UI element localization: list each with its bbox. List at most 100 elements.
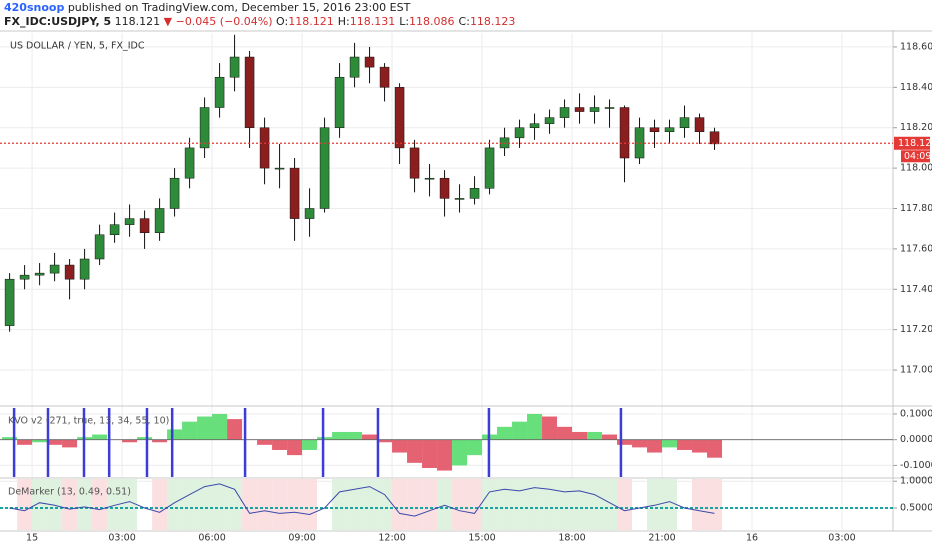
zone-shade [287,479,303,530]
candle-body [409,147,420,179]
candle-body [544,117,555,124]
y-tick-label: 118.200 [900,122,932,133]
histogram-bar [197,416,213,440]
symbol-line: FX_IDC:USDJPY, 5 118.121 ▼ −0.045 (−0.04… [4,15,519,29]
candle-body [289,167,300,219]
zone-shade [452,479,468,530]
ohlc-value: 118.121 [288,15,334,28]
candle-body [154,208,165,233]
histogram-bar [542,416,558,440]
x-tick-label: 21:00 [648,533,675,544]
y-tick-label: 0.5000 [900,503,932,514]
x-tick-label: 06:00 [198,533,225,544]
zone-shade [437,479,453,530]
histogram-bar [617,439,633,445]
zone-shade [242,479,258,530]
candle-body [394,87,405,149]
zone-shade [527,479,543,530]
histogram-bar [152,439,168,443]
histogram-bar [212,413,228,440]
histogram-bar [707,439,723,458]
last: 118.121 [114,15,161,28]
candle-body [709,131,720,145]
histogram-bar [122,439,138,443]
histogram-bar [377,439,393,443]
histogram-bar [302,439,318,450]
histogram-bar [512,421,528,440]
zone-shade [572,479,588,530]
zone-shade [617,479,633,530]
candle-body [139,218,150,233]
ohlc-value: 118.123 [469,15,516,28]
zone-shade [92,479,108,530]
candle-body [334,76,345,128]
histogram-bar [527,413,543,440]
candle-body [679,117,690,128]
zone-shade [467,479,483,530]
candle-body [484,147,495,189]
zone-shade [122,479,138,530]
candle-body [559,107,570,118]
candle-body [514,127,525,139]
histogram-bar [692,439,708,453]
y-tick-label: 117.200 [900,324,932,335]
zone-shade [182,479,198,530]
y-tick-label: -0.1000 [900,460,932,471]
x-tick-label: 12:00 [378,533,405,544]
candle-body [664,127,675,133]
histogram-bar [557,426,573,440]
y-tick-label: 0.1000 [900,408,932,419]
candle-body [49,264,60,274]
y-tick-label: 117.000 [900,365,932,376]
zone-shade [377,479,393,530]
zone-shade [62,479,78,530]
zone-shade [692,479,708,530]
candle-body [379,66,390,88]
change: ▼ −0.045 (−0.04%) [163,15,273,28]
zone-shade [647,479,663,530]
x-tick-label: 15 [26,533,38,544]
candle-body [619,107,630,159]
zone-shade [77,479,93,530]
histogram-bar [62,439,78,448]
histogram-bar [632,439,648,448]
ohlc-label: H: [337,15,350,28]
histogram-bar [167,429,183,440]
histogram-bar [182,421,198,440]
histogram-bar [602,434,618,440]
zone-shade [707,479,723,530]
candle-body [529,123,540,128]
last-price-label: 118.123 [898,138,932,149]
pane-title: US DOLLAR / YEN, 5, FX_IDC [10,41,145,52]
histogram-bar [92,434,108,440]
candle-body [604,107,615,109]
x-tick-label: 03:00 [108,533,135,544]
candle-body [184,147,195,179]
candle-body [94,234,105,260]
zone-shade [152,479,168,530]
zone-shade [302,479,318,530]
zone-shade [542,479,558,530]
candle-body [349,56,360,78]
x-tick-label: 09:00 [288,533,315,544]
candle-body [4,278,15,326]
ohlc-label: L: [399,15,410,28]
candle-body [574,107,585,112]
candle-body [439,177,450,199]
author[interactable]: 420snoop [4,1,65,14]
y-tick-label: 117.800 [900,203,932,214]
zone-shade [107,479,123,530]
candle-body [229,56,240,78]
zone-shade [557,479,573,530]
candle-body [34,272,45,276]
zone-shade [482,479,498,530]
histogram-bar [257,439,273,445]
y-tick-label: 118.600 [900,41,932,52]
zone-shade [167,479,183,530]
zone-shade [392,479,408,530]
histogram-bar [287,439,303,456]
candle-body [364,56,375,68]
ohlc-value: 118.086 [409,15,455,28]
histogram-bar [467,439,483,456]
